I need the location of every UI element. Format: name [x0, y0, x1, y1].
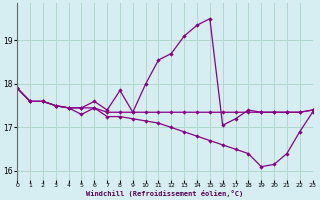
X-axis label: Windchill (Refroidissement éolien,°C): Windchill (Refroidissement éolien,°C): [86, 190, 244, 197]
